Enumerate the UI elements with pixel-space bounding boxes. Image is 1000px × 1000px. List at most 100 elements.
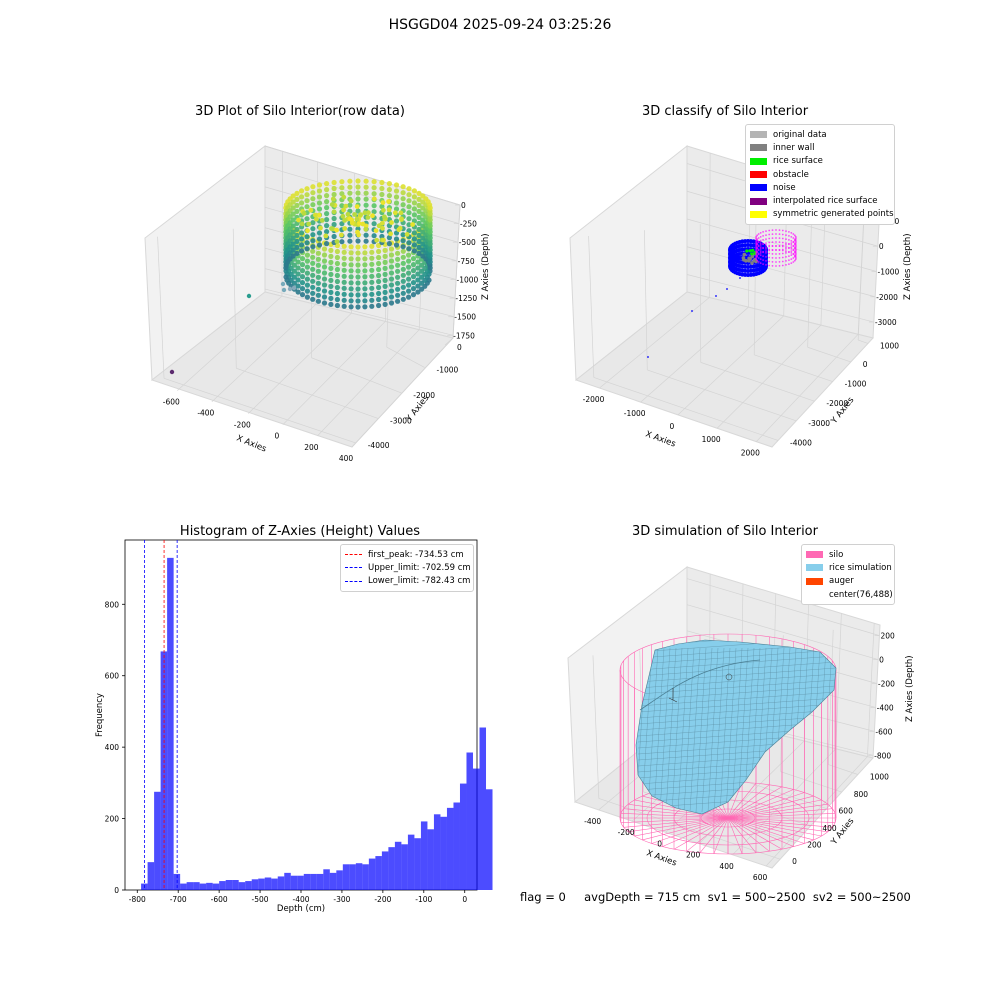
legend-label: silo: [829, 550, 843, 560]
data-point: [355, 238, 360, 243]
data-point: [332, 192, 337, 197]
data-point: [332, 180, 337, 185]
data-point: [335, 285, 340, 290]
data-point: [316, 293, 321, 298]
data-point: [362, 280, 367, 285]
data-point: [349, 304, 354, 309]
data-point: [369, 292, 374, 297]
data-point: [401, 190, 406, 195]
data-point: [415, 289, 420, 294]
histogram-legend-item: Lower_limit: -782.43 cm: [345, 575, 469, 588]
z-tick-label: -250: [460, 220, 477, 229]
data-point: [349, 280, 354, 285]
data-point: [342, 304, 347, 309]
data-point: [415, 277, 420, 282]
data-point: [324, 241, 329, 246]
z-tick-label: 0: [461, 201, 466, 210]
x-tick-label: 0: [274, 432, 279, 441]
data-point: [342, 244, 347, 249]
data-point: [349, 298, 354, 303]
data-point: [324, 211, 329, 216]
data-point: [412, 200, 417, 205]
data-point: [305, 295, 310, 300]
data-point: [322, 288, 327, 293]
data-point: [376, 291, 381, 296]
data-point: [415, 259, 420, 264]
data-point: [369, 298, 374, 303]
data-point: [369, 268, 374, 273]
data-point: [328, 260, 333, 265]
data-point: [406, 210, 411, 215]
legend-label: symmetric generated points: [773, 209, 894, 219]
data-point: [324, 187, 329, 192]
classify-legend-item: rice surface: [750, 155, 890, 168]
data-point: [376, 303, 381, 308]
data-point: [395, 275, 400, 280]
data-point: [355, 280, 360, 285]
data-point: [376, 261, 381, 266]
data-point: [310, 297, 315, 302]
outlier-point: [281, 282, 285, 286]
data-point: [324, 193, 329, 198]
legend-swatch: [750, 131, 767, 138]
data-point: [355, 286, 360, 291]
data-point: [387, 193, 392, 198]
data-point: [300, 256, 305, 261]
data-point: [335, 297, 340, 302]
data-point: [428, 211, 433, 216]
data-point: [310, 279, 315, 284]
z-tick-label: -1000: [457, 275, 479, 284]
data-point: [399, 211, 404, 216]
data-point: [316, 275, 321, 280]
data-point: [415, 283, 420, 288]
data-point: [317, 182, 322, 187]
data-point: [347, 203, 352, 208]
data-point: [283, 274, 288, 279]
data-point: [342, 256, 347, 261]
data-point: [300, 222, 305, 227]
outlier-point: [292, 286, 296, 290]
data-point: [401, 267, 406, 272]
data-point: [362, 292, 367, 297]
data-point: [389, 300, 394, 305]
data-point: [412, 242, 417, 247]
data-point: [405, 232, 410, 237]
data-point: [355, 190, 360, 195]
data-point: [388, 231, 393, 236]
data-point: [372, 233, 377, 238]
data-point: [300, 292, 305, 297]
legend-label: first_peak: -734.53 cm: [368, 550, 464, 560]
data-point: [380, 221, 385, 226]
data-point: [406, 198, 411, 203]
data-point: [412, 194, 417, 199]
data-point: [341, 208, 346, 213]
data-point: [310, 232, 315, 237]
histogram-legend-item: first_peak: -734.53 cm: [345, 548, 469, 561]
data-point: [299, 194, 304, 199]
data-point: [362, 262, 367, 267]
data-point: [335, 279, 340, 284]
data-point: [411, 262, 416, 267]
data-point: [411, 256, 416, 261]
data-point: [342, 286, 347, 291]
data-point: [349, 268, 354, 273]
data-point: [370, 213, 375, 218]
legend-swatch: [345, 581, 362, 582]
data-point: [305, 289, 310, 294]
data-point: [389, 270, 394, 275]
data-point: [379, 186, 384, 191]
z-tick-label: -1250: [455, 294, 477, 303]
data-point: [322, 246, 327, 251]
data-point: [304, 240, 309, 245]
data-point: [361, 222, 366, 227]
data-point: [328, 296, 333, 301]
data-point: [328, 284, 333, 289]
data-point: [389, 294, 394, 299]
data-point: [364, 233, 369, 238]
data-point: [320, 218, 325, 223]
data-point: [428, 229, 433, 234]
data-point: [394, 236, 399, 241]
data-point: [322, 252, 327, 257]
data-point: [412, 212, 417, 217]
data-point: [364, 185, 369, 190]
